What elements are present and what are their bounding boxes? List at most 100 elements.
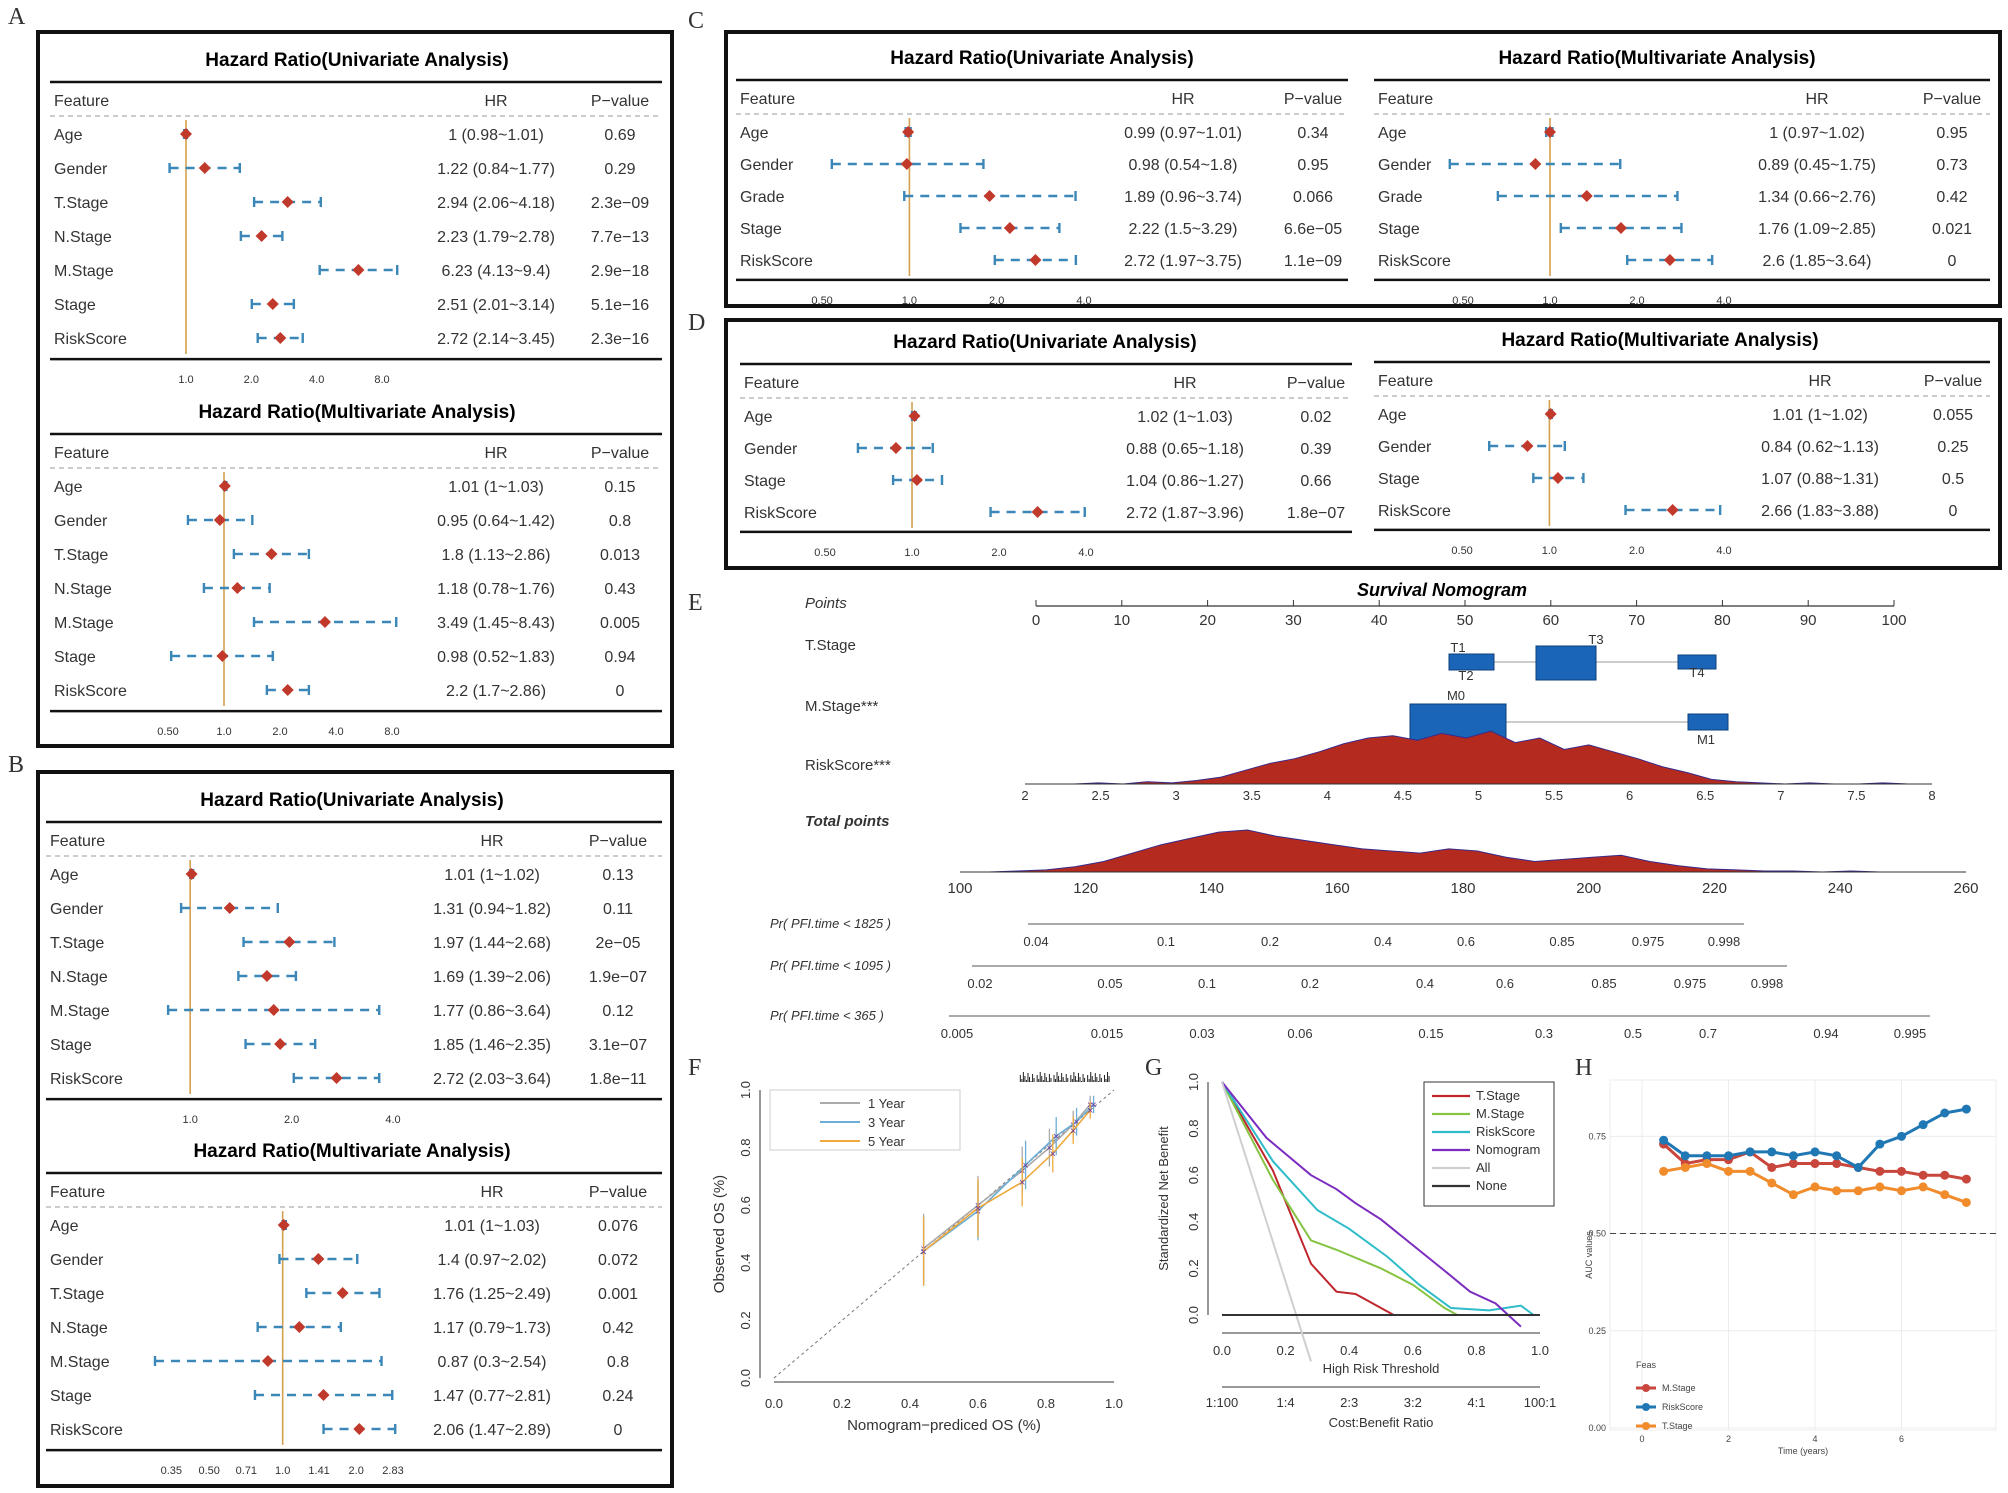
forest-feature-label: Age <box>50 1218 79 1235</box>
forest-feature-label: Age <box>50 867 79 884</box>
forest-feature-label: RiskScore <box>744 505 817 522</box>
h-series-point <box>1897 1186 1906 1196</box>
forest-header-pvalue: P−value <box>589 1184 647 1201</box>
h-series-point <box>1918 1182 1928 1192</box>
g-y-tick-label: 0.8 <box>1186 1120 1201 1138</box>
forest-point <box>267 1004 280 1016</box>
forest-tick-label: 4.0 <box>309 374 324 386</box>
forest-point <box>908 410 921 422</box>
forest-hr-value: 1.34 (0.66~2.76) <box>1758 189 1876 206</box>
h-legend-marker <box>1642 1384 1650 1392</box>
riskscore-tick-label: 3 <box>1173 788 1180 803</box>
forest-feature-label: Stage <box>1378 471 1420 488</box>
forest-point <box>185 868 198 880</box>
panel-label-d: D <box>688 310 706 336</box>
forest-hr-value: 1.76 (1.09~2.85) <box>1758 221 1876 238</box>
forest-title: Hazard Ratio(Univariate Analysis) <box>205 50 508 71</box>
forest-point <box>1031 506 1044 518</box>
probability-tick-label: 0.3 <box>1535 1026 1553 1041</box>
forest-point <box>281 684 294 696</box>
h-y-tick-label: 0.25 <box>1588 1326 1606 1336</box>
forest-p-value: 0.02 <box>1300 409 1331 426</box>
forest-point <box>218 480 231 492</box>
forest-p-value: 0.73 <box>1936 157 1967 174</box>
forest-feature-label: Stage <box>50 1388 92 1405</box>
forest-p-value: 0.001 <box>598 1286 638 1303</box>
forest-feature-label: T.Stage <box>50 935 104 952</box>
forest-point <box>213 514 226 526</box>
forest-feature-label: Age <box>744 409 773 426</box>
total-points-tick-label: 100 <box>947 880 972 897</box>
probability-tick-label: 0.2 <box>1261 934 1279 949</box>
probability-tick-label: 0.015 <box>1091 1026 1124 1041</box>
forest-title: Hazard Ratio(Univariate Analysis) <box>893 332 1196 353</box>
mstage-box <box>1687 713 1729 731</box>
h-series-point <box>1745 1147 1755 1157</box>
h-legend-marker <box>1642 1422 1650 1430</box>
g-y-tick-label: 0.2 <box>1186 1259 1201 1277</box>
forest-hr-value: 0.89 (0.45~1.75) <box>1758 157 1876 174</box>
f-x-tick-label: 0.0 <box>765 1396 783 1411</box>
probability-tick-label: 0.6 <box>1457 934 1475 949</box>
h-series-point <box>1853 1162 1863 1172</box>
panel-label-e: E <box>688 590 703 616</box>
forest-feature-label: Age <box>1378 407 1407 424</box>
probability-tick-label: 0.005 <box>941 1026 974 1041</box>
points-tick-label: 0 <box>1032 612 1040 629</box>
probability-tick-label: 0.6 <box>1496 976 1514 991</box>
h-series-point <box>1940 1108 1950 1118</box>
f-legend-label: 1 Year <box>868 1096 906 1111</box>
total-points-tick-label: 200 <box>1576 880 1601 897</box>
probability-tick-label: 0.1 <box>1198 976 1216 991</box>
forest-A_multi: Hazard Ratio(Multivariate Analysis) Featu… <box>50 402 662 738</box>
forest-point <box>281 196 294 208</box>
forest-title: Hazard Ratio(Univariate Analysis) <box>890 48 1193 69</box>
forest-feature-label: Stage <box>50 1037 92 1054</box>
h-series-point <box>1875 1139 1885 1149</box>
forest-feature-label: N.Stage <box>54 229 112 246</box>
h-series-point <box>1940 1170 1950 1180</box>
probability-tick-label: 0.03 <box>1189 1026 1214 1041</box>
forest-point <box>1551 472 1564 484</box>
forest-p-value: 0 <box>1948 253 1957 270</box>
total-points-tick-label: 180 <box>1450 880 1475 897</box>
forest-header-feature: Feature <box>50 1184 105 1201</box>
forest-p-value: 1.8e−11 <box>589 1071 646 1088</box>
forest-tick-label: 1.0 <box>1542 545 1557 557</box>
riskscore-tick-label: 7.5 <box>1847 788 1865 803</box>
forest-p-value: 0.69 <box>604 127 635 144</box>
forest-tick-label: 2.0 <box>284 1114 299 1126</box>
g-x-tick-label: 0.6 <box>1404 1343 1422 1358</box>
f-ideal-line <box>773 1089 1115 1379</box>
h-y-tick-label: 0.00 <box>1588 1423 1606 1433</box>
forest-hr-value: 1.01 (1~1.02) <box>1772 407 1868 424</box>
h-series-point <box>1767 1147 1777 1157</box>
forest-tick-label: 1.0 <box>1542 295 1557 307</box>
forest-title: Hazard Ratio(Multivariate Analysis) <box>1498 48 1815 69</box>
forest-feature-label: N.Stage <box>50 1320 108 1337</box>
forest-hr-value: 2.6 (1.85~3.64) <box>1763 253 1872 270</box>
forest-tick-label: 1.0 <box>275 1465 290 1477</box>
forest-point <box>1614 222 1627 234</box>
h-series-point <box>1961 1174 1971 1184</box>
probability-row-label: Pr( PFI.time < 365 ) <box>770 1008 884 1023</box>
forest-p-value: 1.8e−07 <box>1287 505 1345 522</box>
f-legend-label: 5 Year <box>868 1134 906 1149</box>
h-series-point <box>1680 1151 1690 1161</box>
forest-p-value: 0 <box>1949 503 1958 520</box>
forest-point <box>1663 254 1676 266</box>
probability-tick-label: 0.15 <box>1418 1026 1443 1041</box>
forest-hr-value: 1.85 (1.46~2.35) <box>433 1037 551 1054</box>
g-x-axis-title: High Risk Threshold <box>1323 1361 1440 1376</box>
forest-title: Hazard Ratio(Multivariate Analysis) <box>198 402 515 423</box>
forest-hr-value: 1 (0.98~1.01) <box>448 127 544 144</box>
points-tick-label: 20 <box>1199 612 1216 629</box>
panel-c-frame <box>724 30 2002 308</box>
forest-header-feature: Feature <box>50 833 105 850</box>
forest-feature-label: T.Stage <box>54 547 108 564</box>
forest-p-value: 0.42 <box>602 1320 633 1337</box>
forest-header-pvalue: P−value <box>1924 373 1982 390</box>
g-series-line <box>1221 1081 1458 1316</box>
forest-point <box>231 582 244 594</box>
forest-feature-label: M.Stage <box>54 263 114 280</box>
